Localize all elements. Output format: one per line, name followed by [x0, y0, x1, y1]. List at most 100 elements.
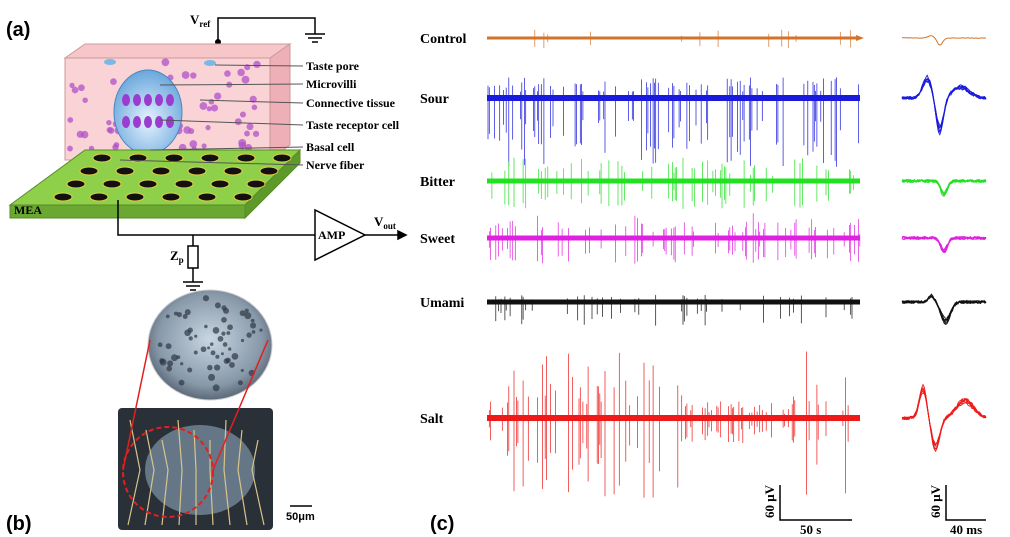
leader-line: [214, 64, 304, 67]
tissue-dot: [220, 352, 224, 356]
cell: [161, 58, 170, 67]
electrode: [161, 192, 181, 202]
cell: [199, 102, 208, 110]
tissue-dot: [159, 358, 165, 364]
structure-label: Taste receptor cell: [306, 118, 400, 132]
tissue-dot: [227, 324, 233, 331]
trace-label: Sour: [420, 92, 449, 107]
zp: Z: [170, 248, 179, 263]
scale-bars: [779, 485, 986, 521]
track: [223, 419, 231, 526]
waveform: [901, 295, 987, 322]
cell: [201, 143, 207, 149]
electrode: [92, 153, 112, 163]
electrode: [138, 179, 158, 189]
tissue-dot: [184, 309, 191, 316]
trace-label: Bitter: [420, 175, 455, 190]
leader-line: [159, 83, 304, 86]
leader-line: [149, 146, 304, 151]
baseline-band: [487, 235, 860, 241]
track: [177, 419, 183, 526]
tissue-dot: [239, 310, 246, 317]
mea-label: MEA: [14, 203, 42, 217]
electrode: [259, 166, 279, 176]
electrode: [246, 179, 266, 189]
tissue-dot: [250, 322, 257, 329]
cell: [181, 71, 190, 79]
panel-label: (b): [6, 513, 32, 535]
tissue-dot: [251, 330, 256, 334]
tissue-dot: [204, 324, 208, 329]
receptor-cell: [133, 116, 141, 128]
tissue-dot: [225, 357, 231, 363]
waveform: [901, 392, 987, 446]
electrode: [151, 166, 171, 176]
cell: [67, 145, 73, 152]
track: [144, 429, 155, 526]
cell: [239, 111, 246, 118]
tissue-dot: [188, 336, 193, 341]
cell: [113, 142, 120, 148]
tissue-dot: [202, 295, 210, 302]
receptor-cell: [122, 94, 130, 106]
tissue-dot: [217, 335, 224, 342]
vref-sub: ref: [199, 19, 211, 29]
tissue-dot: [208, 373, 216, 381]
cell: [253, 60, 261, 69]
electrode: [233, 192, 253, 202]
tissue-dot: [229, 361, 235, 368]
spike-train: [487, 77, 859, 167]
waveform: [901, 383, 987, 453]
receptor-cell: [144, 94, 152, 106]
vout-label: Vout: [374, 214, 396, 231]
track: [161, 439, 169, 526]
structure-label: Connective tissue: [306, 96, 396, 110]
waveform: [901, 390, 987, 446]
waveform: [901, 295, 987, 319]
cell: [252, 130, 260, 138]
trace-label: Umami: [420, 296, 464, 311]
electrode: [236, 153, 256, 163]
arrowhead: [856, 35, 864, 41]
electrode: [197, 192, 217, 202]
cell: [244, 130, 250, 137]
tissue-dot: [176, 312, 182, 318]
waveform: [902, 35, 987, 46]
waveform: [901, 386, 987, 449]
vout: V: [374, 214, 384, 229]
cell: [71, 86, 79, 94]
tissue-dot: [244, 312, 252, 320]
amp-circuit: [117, 200, 408, 291]
cell: [82, 97, 88, 103]
cell: [206, 106, 212, 112]
waveform: [901, 79, 987, 129]
tissue-dot: [221, 331, 226, 336]
structure-label: Microvilli: [306, 77, 357, 91]
spike-train: [488, 351, 849, 498]
tissue-dot: [250, 318, 255, 323]
tissue-dot: [237, 380, 243, 386]
panel-label: (c): [430, 513, 454, 535]
mea-plate: [8, 148, 302, 220]
cell: [234, 118, 242, 126]
waveform: [901, 293, 987, 325]
electrode: [210, 179, 230, 189]
tissue-dot: [214, 364, 221, 371]
structure-label: Nerve fiber: [306, 158, 365, 172]
electrode: [89, 192, 109, 202]
electrode: [53, 192, 73, 202]
tissue-dot: [222, 342, 228, 347]
tissue-dot: [178, 379, 185, 386]
tissue-block: [63, 43, 292, 161]
spike-train: [495, 294, 853, 326]
trace-label: Salt: [420, 412, 444, 427]
waveform: [901, 236, 987, 254]
electrode: [272, 153, 292, 163]
tissue-dot: [165, 343, 172, 350]
tissue-dot: [221, 317, 227, 323]
waveform: [901, 80, 987, 127]
tissue-dot: [240, 368, 244, 372]
cell: [238, 138, 247, 147]
electrode: [187, 166, 207, 176]
track: [127, 419, 141, 526]
